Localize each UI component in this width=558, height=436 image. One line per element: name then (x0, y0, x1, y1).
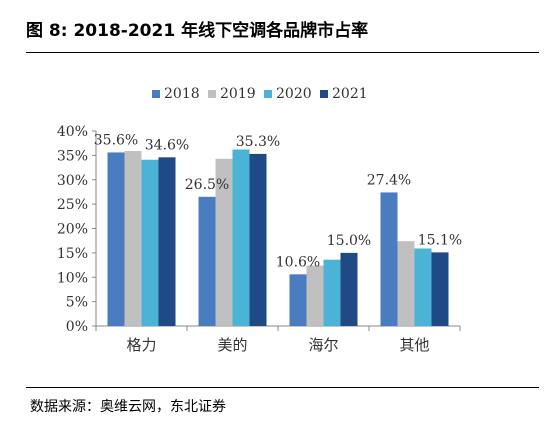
bar-美的-2018 (198, 196, 216, 326)
y-tick-label: 30% (57, 173, 88, 189)
y-tick-label: 10% (57, 270, 88, 286)
y-tick-label: 35% (57, 148, 88, 164)
data-label: 27.4% (367, 172, 411, 188)
bar-海尔-2020 (323, 259, 341, 326)
bar-格力-2019 (124, 150, 142, 326)
y-tick-label: 20% (57, 222, 88, 238)
legend-label-2018: 2018 (164, 86, 200, 102)
legend-swatch-2020 (264, 90, 272, 98)
data-label: 26.5% (185, 177, 229, 193)
data-label: 35.6% (94, 132, 138, 148)
data-label: 15.0% (327, 233, 371, 249)
y-tick-label: 0% (66, 319, 88, 335)
bar-美的-2021 (249, 153, 267, 326)
legend-label-2020: 2020 (276, 86, 312, 102)
y-tick-label: 25% (57, 197, 88, 213)
bar-格力-2021 (158, 157, 176, 326)
bar-美的-2019 (215, 158, 233, 326)
bar-其他-2018 (380, 192, 398, 326)
bar-美的-2020 (232, 149, 250, 326)
bar-其他-2019 (397, 241, 415, 326)
legend-label-2019: 2019 (220, 86, 256, 102)
bar-海尔-2018 (289, 274, 307, 326)
legend-swatch-2019 (208, 90, 216, 98)
figure-title: 图 8: 2018-2021 年线下空调各品牌市占率 (26, 21, 369, 41)
bar-海尔-2021 (340, 252, 358, 326)
x-category-label: 海尔 (308, 336, 338, 354)
y-tick-label: 5% (66, 295, 88, 311)
legend-swatch-2021 (320, 90, 328, 98)
bar-海尔-2019 (306, 265, 324, 326)
legend-swatch-2018 (152, 90, 160, 98)
bar-格力-2020 (141, 159, 159, 326)
y-tick-label: 40% (57, 124, 88, 140)
data-label: 10.6% (276, 254, 320, 270)
bar-其他-2021 (431, 252, 449, 326)
y-tick-label: 15% (57, 246, 88, 262)
title-rule (26, 52, 539, 53)
data-label: 35.3% (236, 134, 280, 150)
data-label: 15.1% (418, 232, 462, 248)
bar-格力-2018 (107, 152, 125, 326)
x-category-label: 其他 (399, 336, 429, 354)
source-rule (26, 387, 539, 388)
bar-其他-2020 (414, 248, 432, 326)
legend-label-2021: 2021 (332, 86, 368, 102)
source-note: 数据来源：奥维云网，东北证券 (30, 399, 226, 415)
x-category-label: 美的 (217, 336, 247, 354)
data-label: 34.6% (145, 137, 189, 153)
x-category-label: 格力 (126, 336, 156, 354)
